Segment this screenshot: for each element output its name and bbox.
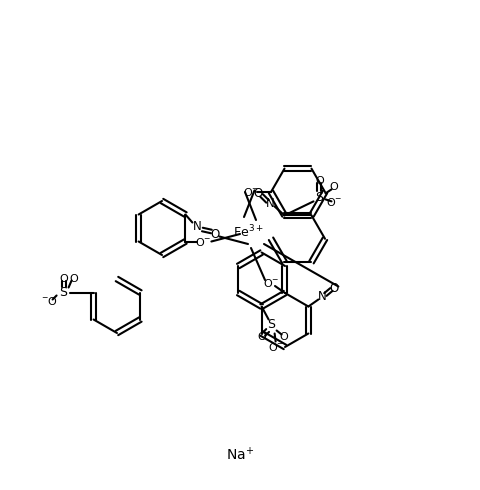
Text: O$^{-}$: O$^{-}$ — [195, 236, 211, 247]
Text: O: O — [314, 176, 323, 186]
Text: O: O — [328, 182, 337, 193]
Text: S: S — [60, 286, 68, 299]
Text: Fe$^{3+}$: Fe$^{3+}$ — [232, 224, 263, 240]
Text: O: O — [257, 332, 265, 342]
Text: N: N — [317, 290, 326, 303]
Text: N: N — [192, 220, 201, 233]
Text: S: S — [315, 191, 323, 204]
Text: O$^{-}$: O$^{-}$ — [325, 196, 342, 208]
Text: O: O — [253, 187, 263, 200]
Text: O: O — [59, 273, 68, 284]
Text: O$^{-}$: O$^{-}$ — [268, 341, 284, 352]
Text: Na$^{+}$: Na$^{+}$ — [226, 446, 253, 464]
Text: O: O — [69, 273, 78, 284]
Text: O: O — [279, 332, 288, 342]
Text: O: O — [210, 228, 219, 241]
Text: $^{-}$O: $^{-}$O — [41, 294, 58, 307]
Text: O$^{-}$: O$^{-}$ — [242, 186, 259, 198]
Text: S: S — [267, 318, 275, 331]
Text: O$^{-}$: O$^{-}$ — [262, 277, 279, 289]
Text: N: N — [265, 197, 274, 210]
Text: O: O — [329, 282, 338, 295]
